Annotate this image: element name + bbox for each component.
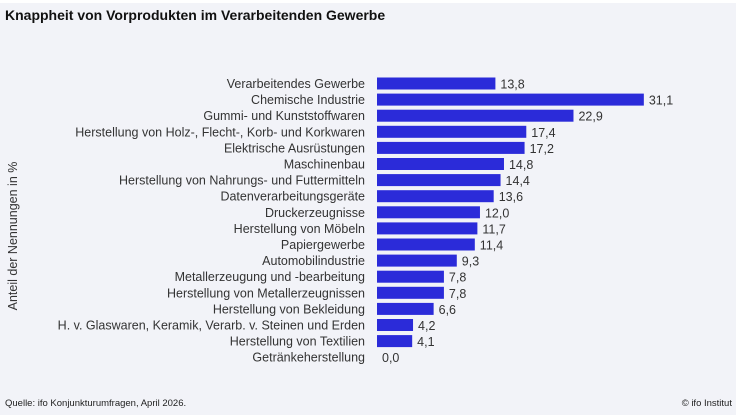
value-label: 6,6 xyxy=(439,303,456,317)
bar xyxy=(377,222,478,235)
category-label: Papiergewerbe xyxy=(281,238,365,252)
value-label: 14,4 xyxy=(506,174,530,188)
source-note: Quelle: ifo Konjunkturumfragen, April 20… xyxy=(5,398,187,409)
bar xyxy=(377,238,475,251)
chart-title: Knappheit von Vorprodukten im Verarbeite… xyxy=(5,7,386,23)
value-label: 4,1 xyxy=(417,335,434,349)
bar xyxy=(377,190,494,203)
category-label: Herstellung von Möbeln xyxy=(234,222,365,236)
value-label: 11,4 xyxy=(480,239,503,253)
value-label: 12,0 xyxy=(485,206,509,220)
category-label: Herstellung von Metallerzeugnissen xyxy=(167,286,365,300)
bar xyxy=(377,319,414,331)
category-label: H. v. Glaswaren, Keramik, Verarb. v. Ste… xyxy=(58,319,365,333)
bar xyxy=(377,302,434,315)
category-label: Automobilindustrie xyxy=(262,254,365,268)
value-label: 17,2 xyxy=(530,142,554,156)
category-label: Gummi- und Kunststoffwaren xyxy=(203,109,365,123)
value-label: 7,8 xyxy=(449,287,466,301)
value-label: 13,8 xyxy=(500,78,524,92)
category-label: Getränkeherstellung xyxy=(252,351,365,365)
value-label: 11,7 xyxy=(482,222,505,236)
bar xyxy=(377,141,525,154)
category-label: Herstellung von Bekleidung xyxy=(213,302,365,316)
value-label: 0,0 xyxy=(382,351,399,365)
category-label: Maschinenbau xyxy=(284,158,365,172)
category-label: Herstellung von Textilien xyxy=(230,335,365,349)
category-label: Druckerzeugnisse xyxy=(265,206,365,220)
chart-panel xyxy=(0,3,736,415)
value-label: 4,2 xyxy=(418,319,435,333)
bar xyxy=(377,125,527,138)
value-label: 13,6 xyxy=(499,190,523,204)
copyright-note: © ifo Institut xyxy=(681,398,732,409)
bar xyxy=(377,286,444,299)
bar xyxy=(377,254,457,267)
value-label: 14,8 xyxy=(509,158,533,172)
value-label: 17,4 xyxy=(531,126,555,140)
category-label: Verarbeitendes Gewerbe xyxy=(227,77,365,91)
value-label: 31,1 xyxy=(649,94,673,108)
bar xyxy=(377,93,644,106)
bar xyxy=(377,335,413,348)
value-label: 9,3 xyxy=(462,255,479,269)
bar xyxy=(377,174,501,187)
value-label: 7,8 xyxy=(449,271,466,285)
bar xyxy=(377,206,480,219)
value-label: 22,9 xyxy=(578,110,602,124)
category-label: Chemische Industrie xyxy=(251,93,365,107)
category-label: Herstellung von Holz-, Flecht-, Korb- un… xyxy=(75,125,365,139)
category-label: Datenverarbeitungsgeräte xyxy=(220,190,365,204)
bar xyxy=(377,109,574,122)
category-label: Herstellung von Nahrungs- und Futtermitt… xyxy=(119,174,365,188)
category-label: Elektrische Ausrüstungen xyxy=(224,141,365,155)
bar xyxy=(377,158,504,170)
category-label: Metallerzeugung und -bearbeitung xyxy=(175,270,365,284)
bar xyxy=(377,77,496,90)
bar xyxy=(377,270,444,283)
